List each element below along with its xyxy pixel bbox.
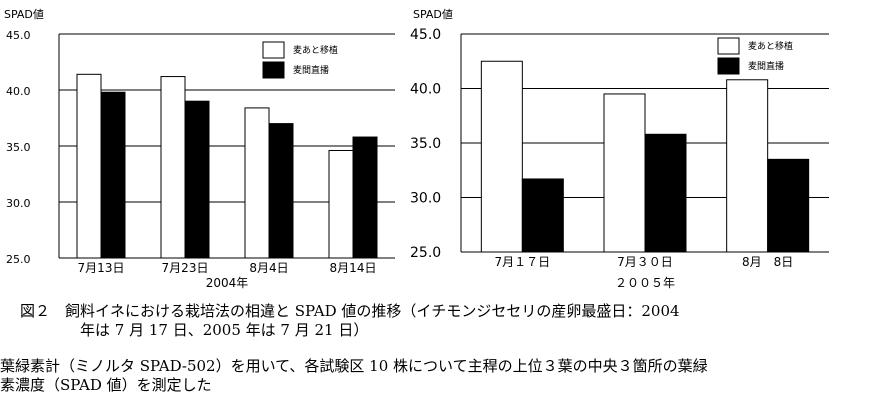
x-tick-label: 8月 8日 bbox=[742, 255, 793, 269]
y-tick-label: 40.0 bbox=[6, 85, 31, 98]
bar-transplant bbox=[160, 76, 186, 259]
y-tick-label: 45.0 bbox=[6, 29, 31, 42]
bar-transplant bbox=[603, 93, 646, 253]
bar-transplant bbox=[76, 73, 102, 259]
legend-swatch bbox=[262, 61, 285, 79]
y-tick-label: 35.0 bbox=[410, 136, 441, 152]
y-tick-label: 35.0 bbox=[6, 141, 31, 154]
x-axis-label: 2004年 bbox=[206, 276, 249, 290]
figure-caption-line1: 図２ 飼料イネにおける栽培法の相違と SPAD 値の推移（イチモンジセセリの産卵… bbox=[20, 302, 680, 320]
y-axis-label: SPAD値 bbox=[413, 8, 453, 21]
legend-label: 麦間直播 bbox=[293, 64, 329, 76]
bar-direct-seeding bbox=[644, 133, 687, 253]
y-tick-label: 40.0 bbox=[410, 82, 441, 98]
legend-swatch bbox=[717, 57, 740, 75]
chart-area: SPAD値 25.0 30.0 35.0 40.0 45.0 7月13日 7月23日 8月4日 8… bbox=[4, 8, 829, 290]
note-line2: 素濃度（SPAD 値）を測定した bbox=[0, 376, 212, 394]
bar-direct-seeding bbox=[184, 100, 210, 259]
x-tick-label: 7月13日 bbox=[78, 261, 125, 275]
y-tick-label: 30.0 bbox=[410, 191, 441, 207]
bar-direct-seeding bbox=[521, 178, 564, 253]
y-tick-label: 45.0 bbox=[410, 27, 441, 43]
bar-transplant bbox=[726, 79, 769, 253]
y-tick-label: 25.0 bbox=[6, 253, 31, 266]
y-axis-label: SPAD値 bbox=[4, 8, 44, 21]
x-tick-label: 8月14日 bbox=[330, 261, 377, 275]
x-tick-label: 7月１７日 bbox=[495, 255, 551, 269]
y-tick-label: 25.0 bbox=[410, 245, 441, 261]
note-line1: 葉緑素計（ミノルタ SPAD-502）を用いて、各試験区 10 株について主稈の… bbox=[0, 357, 708, 375]
legend-swatch bbox=[262, 41, 285, 59]
bar-transplant bbox=[244, 107, 270, 259]
x-axis-label: ２００５年 bbox=[615, 276, 675, 290]
bar-direct-seeding bbox=[100, 91, 126, 259]
bar-transplant bbox=[480, 60, 523, 253]
legend-label: 麦あと移植 bbox=[748, 40, 793, 52]
bar-transplant bbox=[328, 149, 354, 259]
legend-label: 麦あと移植 bbox=[293, 44, 338, 56]
figure-caption-line2: 年は 7 月 17 日、2005 年は 7 月 21 日） bbox=[80, 321, 369, 339]
bar-direct-seeding bbox=[767, 158, 810, 253]
bar-direct-seeding bbox=[268, 123, 294, 259]
x-tick-label: 7月23日 bbox=[162, 261, 209, 275]
y-tick-label: 30.0 bbox=[6, 197, 31, 210]
legend-label: 麦間直播 bbox=[748, 60, 784, 72]
x-tick-label: 7月３０日 bbox=[617, 255, 673, 269]
x-tick-label: 8月4日 bbox=[249, 261, 288, 275]
bar-direct-seeding bbox=[352, 136, 378, 259]
legend-swatch bbox=[717, 37, 740, 55]
